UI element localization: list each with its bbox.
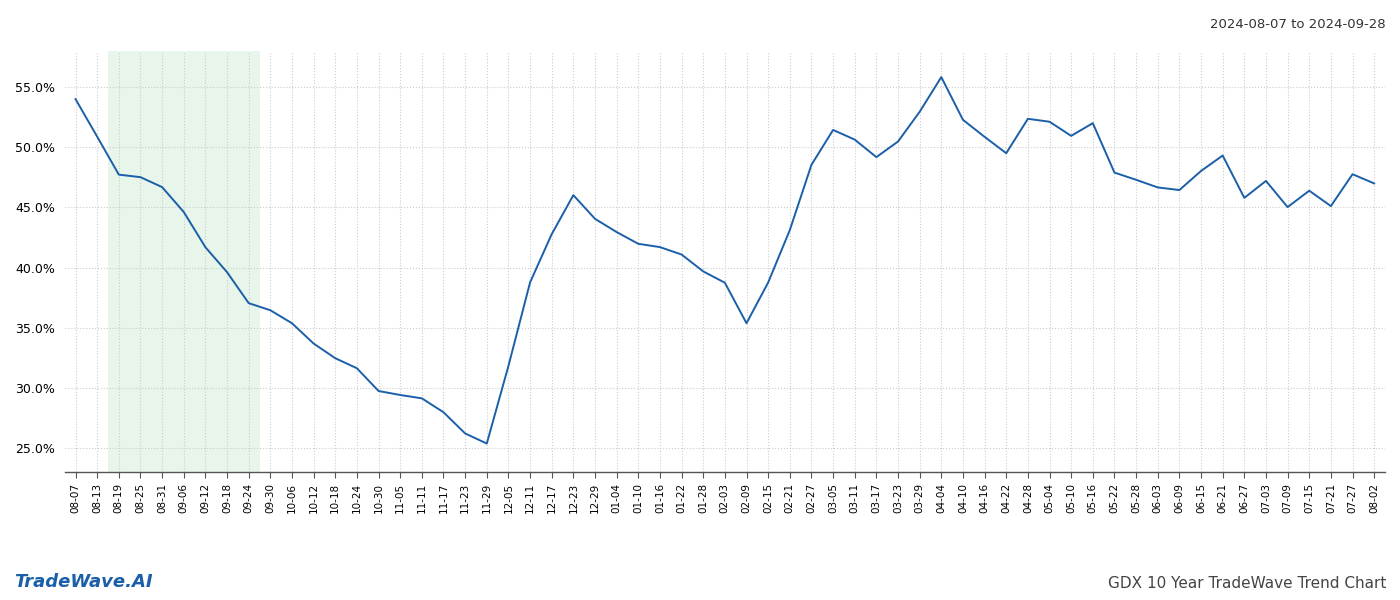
Bar [108, 51, 259, 472]
Text: GDX 10 Year TradeWave Trend Chart: GDX 10 Year TradeWave Trend Chart [1107, 576, 1386, 591]
Text: 2024-08-07 to 2024-09-28: 2024-08-07 to 2024-09-28 [1211, 18, 1386, 31]
Text: TradeWave.AI: TradeWave.AI [14, 573, 153, 591]
